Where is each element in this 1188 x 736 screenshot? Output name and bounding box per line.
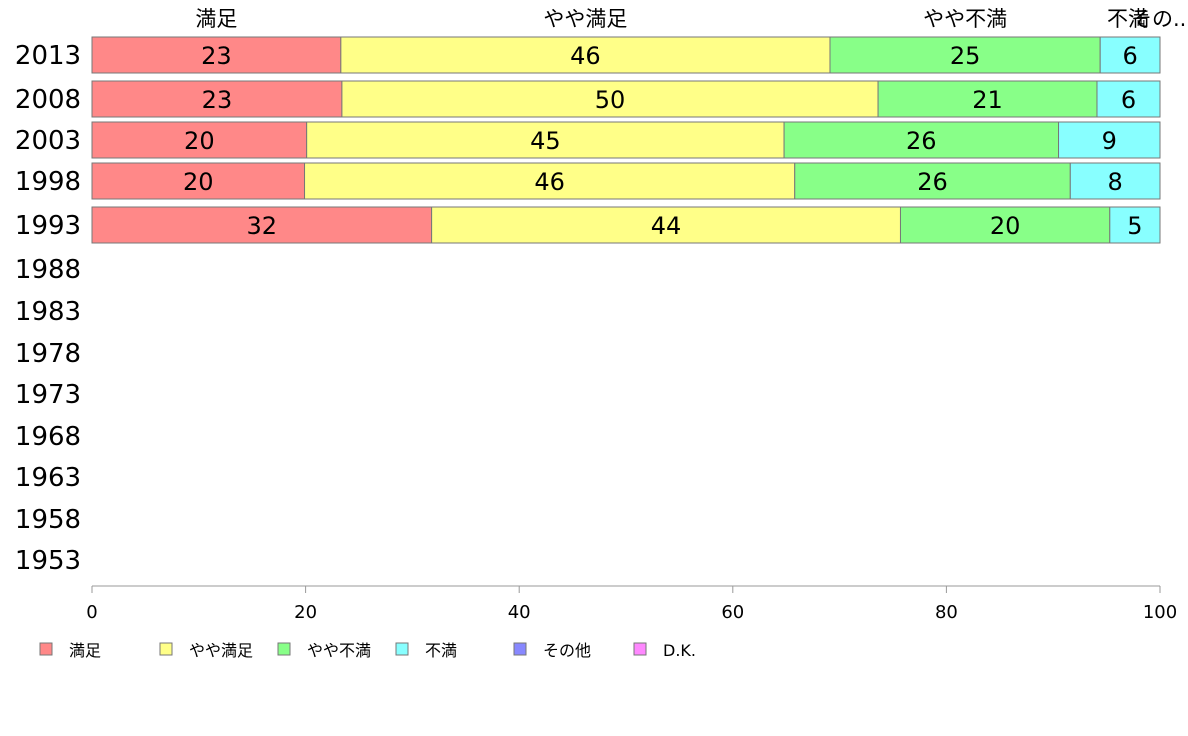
year-label-2013: 2013 bbox=[15, 41, 81, 71]
year-label-1958: 1958 bbox=[15, 505, 81, 535]
legend: 満足 やや満足 やや不満 不満 その他 D.K. bbox=[39, 641, 696, 660]
year-label-1988: 1988 bbox=[15, 255, 81, 285]
year-axis-labels: 2013 2008 2003 1998 1993 1988 1983 1978 1973 1968… bbox=[15, 41, 81, 576]
data-label-2013-2: 25 bbox=[950, 42, 981, 70]
data-label-2013-1: 46 bbox=[570, 42, 601, 70]
bar-segment-1993-3 bbox=[1109, 206, 1161, 244]
legend-label-0: 満足 bbox=[69, 641, 101, 660]
data-label-2003-0: 20 bbox=[184, 127, 215, 155]
legend-label-1: やや満足 bbox=[189, 641, 253, 660]
legend-swatch-3 bbox=[395, 642, 409, 656]
bar-segment-2013-1 bbox=[340, 36, 831, 74]
year-label-1973: 1973 bbox=[15, 380, 81, 410]
top-label-3: 不満 bbox=[1107, 7, 1149, 31]
legend-label-5: D.K. bbox=[663, 641, 696, 660]
year-label-1978: 1978 bbox=[15, 339, 81, 369]
data-label-2008-3: 6 bbox=[1121, 86, 1136, 114]
bar-segment-2003-2 bbox=[783, 121, 1060, 159]
data-label-2003-3: 9 bbox=[1102, 127, 1117, 155]
year-label-1953: 1953 bbox=[15, 546, 81, 576]
data-label-1998-1: 46 bbox=[534, 168, 565, 196]
data-label-2003-1: 45 bbox=[530, 127, 561, 155]
top-label-2: やや不満 bbox=[923, 7, 1007, 31]
data-label-2008-1: 50 bbox=[595, 86, 626, 114]
legend-swatch-4 bbox=[513, 642, 527, 656]
data-label-2013-0: 23 bbox=[201, 42, 232, 70]
x-tick-label-100: 100 bbox=[1143, 602, 1177, 623]
bar-segment-1993-2 bbox=[899, 206, 1111, 244]
data-label-1993-3: 5 bbox=[1127, 212, 1142, 240]
legend-swatch-5 bbox=[633, 642, 647, 656]
bar-segment-2008-2 bbox=[877, 80, 1098, 118]
legend-label-3: 不満 bbox=[425, 641, 457, 660]
data-label-1993-0: 32 bbox=[247, 212, 278, 240]
x-tick-label-80: 80 bbox=[935, 602, 958, 623]
x-tick-label-0: 0 bbox=[86, 602, 97, 623]
bar-segment-1993-1 bbox=[431, 206, 901, 244]
data-label-2008-0: 23 bbox=[202, 86, 233, 114]
top-category-labels: 満足 やや満足 やや不満 不満その... bbox=[195, 7, 1188, 31]
legend-swatch-2 bbox=[277, 642, 291, 656]
bar-segment-2003-0 bbox=[91, 121, 308, 159]
x-tick-label-60: 60 bbox=[721, 602, 744, 623]
top-label-4: その... bbox=[1131, 7, 1188, 31]
bar-segment-2008-1 bbox=[341, 80, 879, 118]
year-label-1983: 1983 bbox=[15, 297, 81, 327]
data-label-1993-1: 44 bbox=[651, 212, 682, 240]
legend-label-2: やや不満 bbox=[307, 641, 371, 660]
bar-segment-2013-3 bbox=[1099, 36, 1161, 74]
bar-segment-1993-0 bbox=[91, 206, 433, 244]
top-label-1: やや満足 bbox=[543, 7, 627, 31]
bar-segment-1998-1 bbox=[304, 162, 796, 200]
year-label-1993: 1993 bbox=[15, 211, 81, 241]
data-label-1998-2: 26 bbox=[917, 168, 948, 196]
x-axis: 0 20 40 60 80 100 bbox=[86, 585, 1177, 623]
bar-segment-2008-0 bbox=[91, 80, 343, 118]
data-label-2003-2: 26 bbox=[906, 127, 937, 155]
x-tick-label-40: 40 bbox=[508, 602, 531, 623]
bar-segment-2013-2 bbox=[829, 36, 1101, 74]
top-label-0: 満足 bbox=[195, 7, 237, 31]
bar-segment-2003-3 bbox=[1058, 121, 1161, 159]
legend-label-4: その他 bbox=[543, 641, 591, 660]
x-tick-label-20: 20 bbox=[294, 602, 317, 623]
data-label-1998-0: 20 bbox=[183, 168, 214, 196]
legend-swatch-0 bbox=[39, 642, 53, 656]
data-label-2008-2: 21 bbox=[972, 86, 1003, 114]
year-label-2003: 2003 bbox=[15, 126, 81, 156]
bar-segment-2008-3 bbox=[1096, 80, 1161, 118]
data-label-2013-3: 6 bbox=[1122, 42, 1137, 70]
bars-group: 23 46 25 6 23 50 21 6 20 45 26 9 20 46 26 8 32 44 20 5 bbox=[91, 36, 1161, 244]
year-label-2008: 2008 bbox=[15, 85, 81, 115]
data-label-1993-2: 20 bbox=[990, 212, 1021, 240]
year-label-1963: 1963 bbox=[15, 463, 81, 493]
year-label-1998: 1998 bbox=[15, 167, 81, 197]
year-label-1968: 1968 bbox=[15, 422, 81, 452]
bar-segment-2003-1 bbox=[306, 121, 785, 159]
bar-segment-1998-2 bbox=[794, 162, 1071, 200]
bar-segment-1998-3 bbox=[1069, 162, 1161, 200]
bar-segment-2013-0 bbox=[91, 36, 342, 74]
legend-swatch-1 bbox=[159, 642, 173, 656]
data-label-1998-3: 8 bbox=[1108, 168, 1123, 196]
bar-segment-1998-0 bbox=[91, 162, 306, 200]
